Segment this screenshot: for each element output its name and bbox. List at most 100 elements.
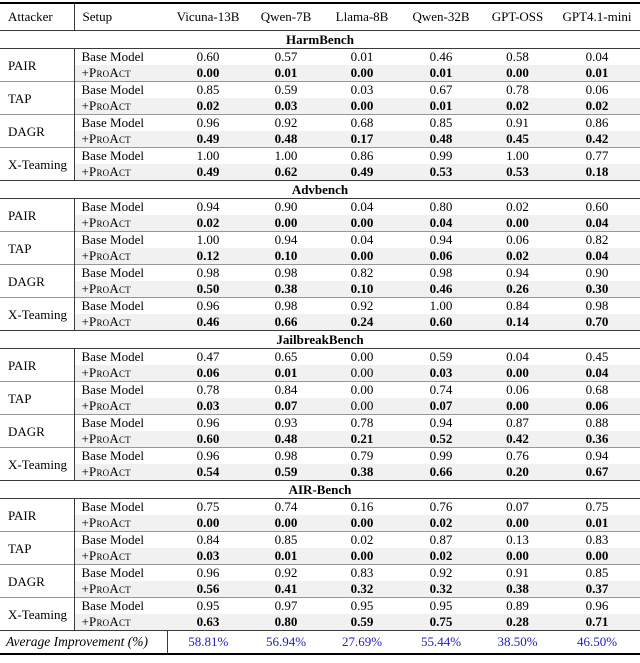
value-cell: 0.95: [167, 597, 249, 614]
value-cell: 0.86: [323, 147, 401, 164]
value-cell: 0.00: [167, 65, 249, 82]
value-cell: 1.00: [167, 147, 249, 164]
table-row: +ProAct 0.06 0.01 0.00 0.03 0.00 0.04: [0, 365, 640, 382]
value-cell: 0.00: [323, 215, 401, 232]
value-cell: 0.57: [249, 48, 323, 65]
section-row: HarmBench: [0, 30, 640, 49]
value-cell: 0.06: [481, 381, 554, 398]
value-cell: 0.10: [323, 281, 401, 298]
attacker-cell: PAIR: [0, 48, 75, 82]
value-cell: 0.00: [249, 515, 323, 532]
value-cell: 0.00: [323, 65, 401, 82]
table-row: X-Teaming Base Model 1.00 1.00 0.86 0.99 1.00 0…: [0, 147, 640, 181]
value-cell: 0.04: [323, 198, 401, 215]
value-cell: 0.13: [481, 531, 554, 548]
value-cell: 0.52: [401, 431, 481, 448]
value-cell: 0.06: [167, 365, 249, 382]
table-row: +ProAct 0.12 0.10 0.00 0.06 0.02 0.04: [0, 248, 640, 265]
setup-cell: +ProAct: [74, 548, 167, 565]
value-cell: 0.02: [481, 198, 554, 215]
value-cell: 0.92: [401, 564, 481, 581]
footer-value: 46.50%: [554, 630, 640, 654]
value-cell: 0.06: [554, 398, 640, 415]
setup-cell: Base Model: [74, 597, 167, 614]
setup-cell: Base Model: [74, 564, 167, 581]
table-row: +ProAct 0.56 0.41 0.32 0.32 0.38 0.37: [0, 581, 640, 598]
value-cell: 0.49: [167, 164, 249, 181]
value-cell: 0.94: [481, 264, 554, 281]
value-cell: 0.04: [323, 231, 401, 248]
value-cell: 0.84: [249, 381, 323, 398]
value-cell: 0.99: [401, 147, 481, 164]
column-header: Attacker: [0, 3, 75, 31]
setup-cell: Base Model: [74, 81, 167, 98]
section-row: JailbreakBench: [0, 330, 640, 349]
setup-cell: Base Model: [74, 147, 167, 164]
attacker-cell: PAIR: [0, 198, 75, 232]
section-title: AIR-Bench: [0, 480, 640, 499]
value-cell: 0.98: [249, 297, 323, 314]
value-cell: 0.96: [167, 564, 249, 581]
table-row: +ProAct 0.46 0.66 0.24 0.60 0.14 0.70: [0, 314, 640, 331]
value-cell: 0.80: [401, 198, 481, 215]
setup-cell: +ProAct: [74, 365, 167, 382]
table-row: PAIR Base Model 0.60 0.57 0.01 0.46 0.58 0.04: [0, 48, 640, 82]
value-cell: 0.02: [167, 98, 249, 115]
value-cell: 0.91: [481, 114, 554, 131]
value-cell: 0.46: [167, 314, 249, 331]
attacker-cell: X-Teaming: [0, 297, 75, 331]
value-cell: 0.04: [554, 248, 640, 265]
value-cell: 0.02: [401, 515, 481, 532]
column-header: Qwen-7B: [249, 3, 323, 31]
setup-cell: Base Model: [74, 348, 167, 365]
setup-cell: +ProAct: [74, 431, 167, 448]
value-cell: 0.07: [249, 398, 323, 415]
value-cell: 0.06: [481, 231, 554, 248]
setup-cell: +ProAct: [74, 515, 167, 532]
value-cell: 0.74: [401, 381, 481, 398]
value-cell: 0.38: [481, 581, 554, 598]
table-row: +ProAct 0.03 0.01 0.00 0.02 0.00 0.00: [0, 548, 640, 565]
table-row: X-Teaming Base Model 0.95 0.97 0.95 0.95 0.89 0…: [0, 597, 640, 631]
column-header: Qwen-32B: [401, 3, 481, 31]
value-cell: 0.00: [481, 65, 554, 82]
setup-cell: +ProAct: [74, 464, 167, 481]
value-cell: 0.92: [249, 564, 323, 581]
value-cell: 0.45: [554, 348, 640, 365]
value-cell: 0.26: [481, 281, 554, 298]
table-row: DAGR Base Model 0.96 0.93 0.78 0.94 0.87 0.88: [0, 414, 640, 448]
section-row: Advbench: [0, 180, 640, 199]
setup-cell: +ProAct: [74, 314, 167, 331]
value-cell: 0.02: [167, 215, 249, 232]
setup-cell: +ProAct: [74, 65, 167, 82]
value-cell: 0.99: [401, 447, 481, 464]
attacker-cell: X-Teaming: [0, 147, 75, 181]
attacker-cell: TAP: [0, 231, 75, 265]
value-cell: 0.71: [554, 614, 640, 631]
value-cell: 0.47: [167, 348, 249, 365]
value-cell: 0.32: [401, 581, 481, 598]
value-cell: 0.41: [249, 581, 323, 598]
value-cell: 0.03: [401, 365, 481, 382]
value-cell: 0.01: [554, 515, 640, 532]
value-cell: 0.00: [554, 548, 640, 565]
value-cell: 0.94: [249, 231, 323, 248]
value-cell: 0.00: [323, 548, 401, 565]
value-cell: 0.06: [401, 248, 481, 265]
value-cell: 0.96: [167, 414, 249, 431]
value-cell: 0.70: [554, 314, 640, 331]
footer-value: 38.50%: [481, 630, 554, 654]
value-cell: 0.77: [554, 147, 640, 164]
setup-cell: Base Model: [74, 48, 167, 65]
setup-cell: Base Model: [74, 198, 167, 215]
section-title: HarmBench: [0, 30, 640, 49]
value-cell: 0.00: [323, 365, 401, 382]
table-row: +ProAct 0.00 0.00 0.00 0.02 0.00 0.01: [0, 515, 640, 532]
value-cell: 0.92: [249, 114, 323, 131]
setup-cell: +ProAct: [74, 98, 167, 115]
value-cell: 0.84: [481, 297, 554, 314]
value-cell: 0.98: [167, 264, 249, 281]
value-cell: 0.01: [401, 65, 481, 82]
attacker-cell: DAGR: [0, 414, 75, 448]
value-cell: 0.59: [323, 614, 401, 631]
